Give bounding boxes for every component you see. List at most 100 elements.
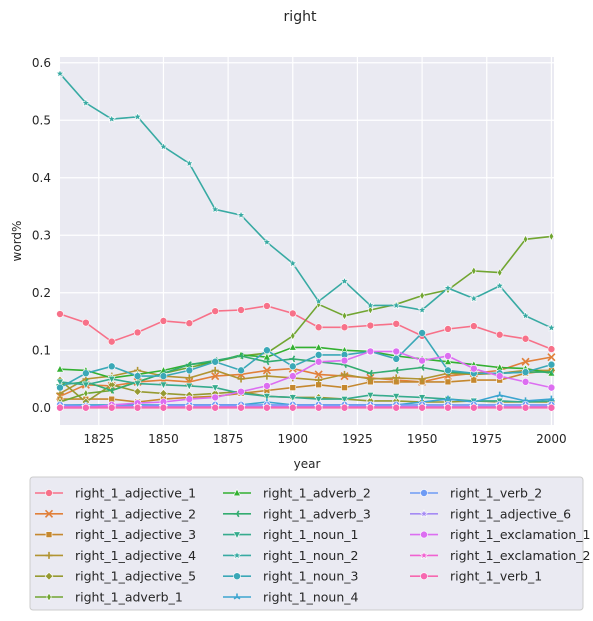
data-point [211, 372, 220, 381]
data-point [547, 395, 555, 402]
data-point [366, 403, 375, 412]
data-point [56, 383, 64, 392]
data-point [133, 403, 142, 412]
data-point [392, 347, 401, 356]
data-point [262, 352, 271, 361]
data-point [263, 372, 271, 380]
legend-label: right_1_exclamation_2 [450, 548, 590, 563]
x-tick-label: 2000 [536, 432, 567, 446]
data-point [419, 291, 425, 301]
data-point [314, 395, 323, 404]
legend-label: right_1_verb_1 [450, 569, 542, 584]
x-axis-label: year [294, 457, 321, 471]
legend-item: right_1_noun_4 [223, 590, 358, 605]
data-point [548, 232, 555, 241]
data-point [340, 403, 349, 412]
data-point [341, 370, 349, 378]
legend-item: right_1_adverb_1 [35, 590, 183, 605]
legend-swatch-marker [233, 488, 241, 497]
data-point [521, 378, 530, 386]
data-point [444, 366, 452, 375]
data-point [288, 372, 297, 380]
legend-swatch-marker [420, 572, 428, 581]
data-point [339, 276, 350, 286]
data-point [107, 114, 117, 124]
y-tick-label: 0.4 [32, 171, 51, 185]
data-point [341, 311, 348, 321]
data-point [289, 355, 296, 363]
data-point [418, 403, 426, 412]
data-point [366, 391, 375, 400]
legend-swatch-marker [45, 489, 53, 497]
data-point [237, 375, 245, 383]
series-line [59, 331, 552, 389]
data-point [237, 387, 245, 396]
data-point [262, 366, 271, 375]
data-point [366, 321, 375, 330]
data-point [443, 283, 453, 293]
data-point [159, 403, 168, 412]
y-tick-label: 0.3 [32, 228, 51, 242]
legend-item: right_1_adjective_1 [35, 486, 196, 501]
data-point [444, 325, 452, 333]
data-point [184, 158, 194, 168]
legend-label: right_1_noun_1 [263, 527, 358, 542]
data-point [418, 375, 426, 383]
series-right_1_verb_1 [56, 403, 556, 412]
data-point [290, 331, 296, 341]
data-point [237, 306, 245, 314]
x-tick-label: 1975 [471, 432, 502, 446]
legend-swatch-marker [44, 509, 54, 518]
data-point [185, 403, 194, 412]
y-tick-label: 0.5 [32, 113, 51, 127]
data-point [392, 355, 401, 363]
data-point [314, 403, 323, 412]
data-point [82, 318, 90, 327]
legend-swatch-marker [44, 571, 54, 581]
legend: right_1_adjective_1right_1_adjective_2ri… [35, 486, 590, 605]
x-tick-label: 1950 [407, 432, 438, 446]
data-point [236, 210, 246, 220]
data-point [495, 403, 504, 412]
data-point [547, 360, 556, 369]
data-point [496, 391, 504, 398]
data-point [288, 258, 298, 268]
data-point [470, 322, 478, 330]
legend-label: right_1_adverb_1 [75, 590, 183, 605]
chart-title: right [284, 9, 317, 25]
legend-label: right_1_adverb_3 [263, 506, 371, 521]
legend-label: right_1_adjective_2 [75, 506, 196, 521]
data-point [56, 403, 64, 412]
x-tick-label: 1875 [213, 432, 244, 446]
data-point [185, 374, 193, 382]
data-point [159, 317, 168, 325]
x-axis-ticks: 1825 1850 1875 1900 1925 1950 1975 2000 [84, 432, 567, 446]
legend-label: right_1_adjective_6 [450, 506, 571, 521]
series-line [59, 73, 552, 329]
series-line [60, 369, 552, 403]
data-point [392, 366, 399, 374]
legend-label: right_1_adjective_3 [75, 527, 196, 542]
legend-label: right_1_noun_4 [263, 590, 358, 605]
data-point [341, 384, 348, 391]
data-point [418, 356, 426, 365]
data-point [470, 403, 478, 412]
data-point [185, 366, 194, 375]
legend-item: right_1_exclamation_1 [410, 527, 590, 542]
data-point [366, 375, 374, 383]
data-point [263, 302, 271, 310]
data-point [133, 387, 142, 396]
data-point [185, 395, 194, 403]
data-point [495, 280, 505, 290]
legend-swatch-marker [419, 508, 429, 518]
data-point [495, 330, 504, 339]
data-point [133, 111, 143, 121]
data-point [237, 352, 244, 360]
data-point [392, 393, 401, 401]
data-point [314, 357, 323, 366]
data-point [314, 351, 323, 359]
data-point [133, 380, 142, 389]
data-point [263, 403, 271, 412]
legend-label: right_1_exclamation_1 [450, 527, 590, 542]
data-point [469, 293, 479, 303]
